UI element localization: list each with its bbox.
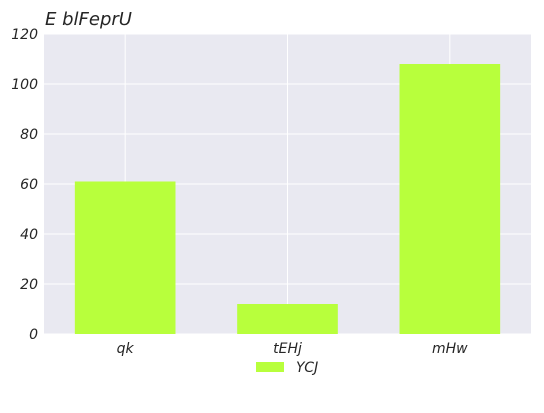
bar-qk [74,181,176,334]
legend: YCJ [256,360,318,376]
bar-mHw [399,64,501,334]
y-tick-label: 80 [20,127,38,143]
y-tick-label: 0 [29,327,38,343]
bars [74,64,501,334]
x-axis-ticks: qk tEHj mHw [117,341,469,357]
y-tick-label: 60 [20,177,38,193]
y-tick-label: 100 [11,77,38,93]
y-tick-label: 40 [20,227,38,243]
chart-title: E blFeprU [45,9,132,30]
legend-label: YCJ [296,360,318,376]
x-tick-label: qk [117,341,135,357]
y-tick-label: 20 [20,277,38,293]
x-tick-label: tEHj [273,341,302,357]
x-tick-label: mHw [432,341,468,357]
y-tick-label: 120 [11,27,38,43]
bar-tEHj [237,304,338,334]
y-axis-ticks: 0 20 40 60 80 100 120 [11,27,38,343]
legend-swatch [256,362,284,372]
